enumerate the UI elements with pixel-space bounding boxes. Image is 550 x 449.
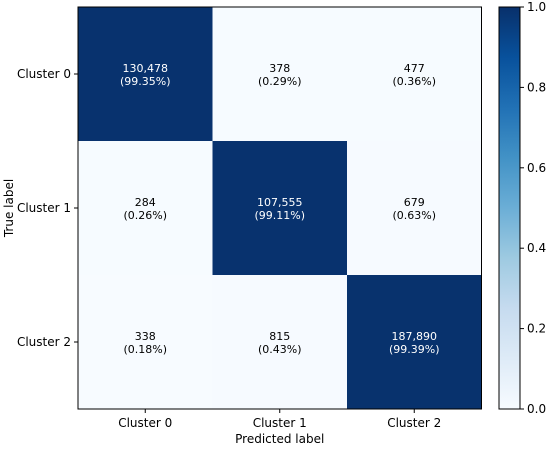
cell-percent-r1-c0: (0.26%) [123, 209, 167, 222]
colorbar-tick-label-5: 1.0 [527, 0, 546, 14]
cell-count-r2-c1: 815 [269, 330, 290, 343]
cell-percent-r0-c2: (0.36%) [392, 75, 436, 88]
heatmap-cell-r0-c0 [78, 7, 213, 142]
cell-count-r1-c1: 107,555 [257, 196, 303, 209]
colorbar-tick-label-2: 0.4 [527, 241, 546, 255]
cell-count-r0-c0: 130,478 [123, 62, 169, 75]
cell-percent-r0-c0: (99.35%) [120, 75, 171, 88]
y-tick-label-0: Cluster 0 [17, 67, 71, 81]
heatmap-cell-r1-c2 [347, 141, 482, 276]
cell-count-r1-c0: 284 [135, 196, 156, 209]
x-tick-label-2: Cluster 2 [387, 416, 441, 430]
cell-count-r2-c2: 187,890 [392, 330, 438, 343]
x-tick-label-1: Cluster 1 [253, 416, 307, 430]
cell-count-r0-c2: 477 [404, 62, 425, 75]
cell-percent-r1-c2: (0.63%) [392, 209, 436, 222]
colorbar-tick-label-1: 0.2 [527, 322, 546, 336]
colorbar-tick-label-4: 0.8 [527, 80, 546, 94]
colorbar-tick-label-3: 0.6 [527, 161, 546, 175]
heatmap-cell-r1-c0 [78, 141, 213, 276]
cell-percent-r2-c0: (0.18%) [123, 343, 167, 356]
heatmap-cell-r2-c0 [78, 275, 213, 410]
heatmap-cells [78, 7, 482, 410]
cell-percent-r0-c1: (0.29%) [258, 75, 302, 88]
colorbar-tick-label-0: 0.0 [527, 402, 546, 416]
y-axis-title: True label [2, 179, 16, 238]
colorbar: 0.0 0.2 0.4 0.6 0.8 1.0 [498, 0, 546, 416]
x-tick-label-0: Cluster 0 [118, 416, 172, 430]
cell-count-r2-c0: 338 [135, 330, 156, 343]
heatmap-cell-r2-c1 [212, 275, 348, 410]
y-tick-label-2: Cluster 2 [17, 335, 71, 349]
cell-annotations: 130,478(99.35%)378(0.29%)477(0.36%)284(0… [120, 62, 440, 356]
colorbar-gradient [498, 6, 521, 410]
x-axis-ticks: Cluster 0 Cluster 1 Cluster 2 [118, 409, 441, 430]
heatmap-cell-r1-c1 [212, 141, 348, 276]
cell-count-r0-c1: 378 [269, 62, 290, 75]
cell-count-r1-c2: 679 [404, 196, 425, 209]
cell-percent-r2-c2: (99.39%) [389, 343, 440, 356]
heatmap-cell-r0-c2 [347, 7, 482, 142]
cell-percent-r2-c1: (0.43%) [258, 343, 302, 356]
x-axis-title: Predicted label [235, 432, 324, 446]
heatmap-cell-r2-c2 [347, 275, 482, 410]
cell-percent-r1-c1: (99.11%) [254, 209, 305, 222]
heatmap-cell-r0-c1 [212, 7, 348, 142]
y-tick-label-1: Cluster 1 [17, 201, 71, 215]
y-axis-ticks: Cluster 0 Cluster 1 Cluster 2 [17, 67, 78, 349]
